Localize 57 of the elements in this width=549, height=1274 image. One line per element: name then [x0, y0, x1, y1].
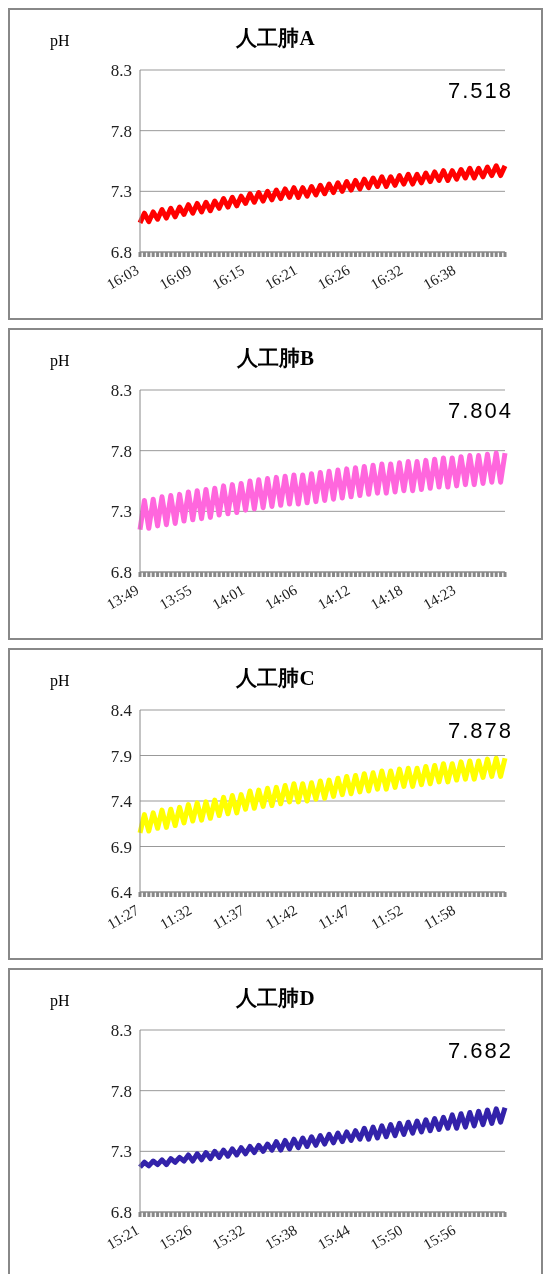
x-tick-label: 14:23 — [420, 581, 459, 613]
y-tick-label: 7.8 — [110, 121, 132, 141]
annotation: 7.682 — [447, 1038, 513, 1064]
y-axis-title: pH — [50, 672, 70, 690]
y-axis-title: pH — [50, 32, 70, 50]
x-tick-label: 11:52 — [368, 901, 406, 933]
y-tick-label: 6.9 — [110, 837, 132, 857]
x-tick-label: 11:47 — [315, 901, 354, 933]
x-tick-label: 11:42 — [262, 901, 300, 933]
x-tick-label: 15:38 — [262, 1221, 300, 1253]
x-tick-label: 14:12 — [314, 581, 353, 613]
y-tick-label: 7.9 — [110, 746, 132, 766]
x-tick-label: 15:21 — [103, 1221, 142, 1253]
chart-title: 人工肺A — [236, 26, 315, 50]
y-tick-label: 8.4 — [110, 701, 133, 721]
y-axis-title: pH — [50, 992, 70, 1010]
x-tick-label: 15:56 — [420, 1221, 459, 1253]
y-tick-label: 7.3 — [110, 1142, 132, 1162]
x-tick-label: 11:37 — [209, 901, 248, 933]
x-tick-label: 14:18 — [367, 581, 406, 613]
annotation: 7.518 — [447, 78, 513, 104]
x-tick-label: 14:01 — [209, 581, 248, 613]
chart-title: 人工肺B — [236, 346, 314, 370]
x-tick-label: 16:09 — [156, 261, 195, 293]
y-tick-label: 6.8 — [110, 1203, 132, 1223]
x-tick-label: 13:49 — [103, 581, 142, 613]
x-tick-label: 16:03 — [103, 261, 142, 293]
y-tick-label: 8.3 — [110, 381, 132, 401]
x-tick-label: 13:55 — [156, 581, 195, 613]
y-tick-label: 8.3 — [110, 1021, 132, 1041]
x-tick-label: 16:21 — [262, 261, 300, 293]
y-tick-label: 6.8 — [110, 563, 132, 583]
y-axis-title: pH — [50, 352, 70, 370]
x-tick-label: 15:50 — [367, 1221, 406, 1253]
x-tick-label: 11:27 — [104, 901, 142, 933]
x-tick-label: 15:44 — [314, 1221, 354, 1253]
y-tick-label: 7.3 — [110, 182, 132, 202]
y-tick-label: 8.3 — [110, 61, 132, 81]
x-tick-label: 15:32 — [209, 1221, 248, 1253]
chart-title: 人工肺D — [236, 986, 315, 1010]
x-tick-label: 16:32 — [367, 261, 406, 293]
y-tick-label: 7.3 — [110, 502, 132, 522]
annotation: 7.804 — [447, 398, 513, 424]
x-tick-label: 11:58 — [421, 901, 459, 933]
y-tick-label: 7.4 — [110, 792, 133, 812]
y-tick-label: 7.8 — [110, 441, 132, 461]
x-tick-label: 11:32 — [157, 901, 195, 933]
x-tick-label: 16:38 — [420, 261, 459, 293]
x-tick-label: 16:15 — [209, 261, 248, 293]
y-tick-label: 7.8 — [110, 1081, 132, 1101]
x-tick-label: 15:26 — [156, 1221, 195, 1253]
y-tick-label: 6.8 — [110, 243, 132, 263]
y-tick-label: 6.4 — [110, 883, 133, 903]
annotation: 7.878 — [447, 718, 513, 744]
x-tick-label: 14:06 — [262, 581, 301, 613]
chart-title: 人工肺C — [236, 666, 315, 690]
x-tick-label: 16:26 — [314, 261, 354, 293]
